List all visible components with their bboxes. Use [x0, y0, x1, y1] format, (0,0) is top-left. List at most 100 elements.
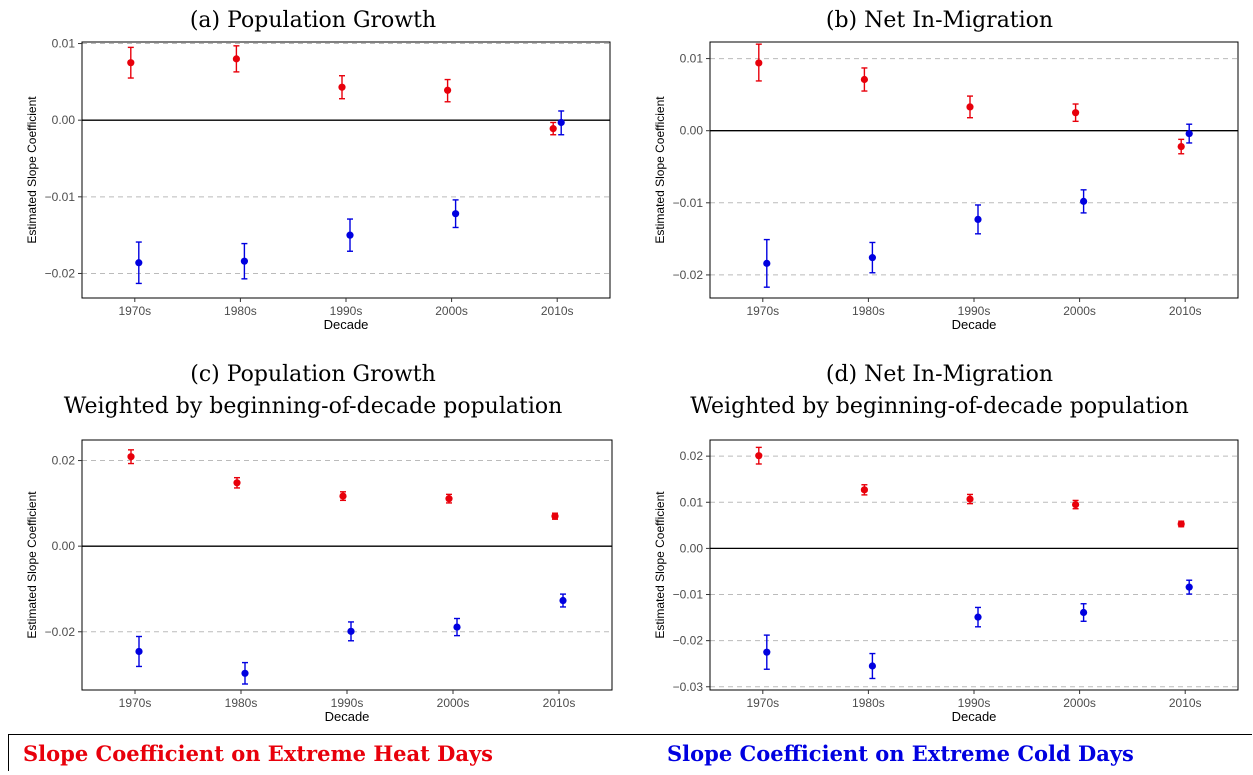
y-tick-label: −0.02	[673, 268, 704, 282]
heat-point	[232, 55, 240, 63]
legend-heat-label: Slope Coefficient on Extreme Heat Days	[23, 741, 493, 766]
x-axis-title: Decade	[325, 709, 370, 724]
cold-point	[453, 623, 461, 631]
x-tick-label: 1980s	[852, 696, 885, 710]
cold-point	[868, 662, 876, 670]
heat-point	[338, 83, 346, 91]
cold-point	[1185, 129, 1193, 138]
x-tick-label: 1980s	[225, 696, 258, 710]
y-tick-label: 0.00	[680, 124, 704, 138]
heat-point	[755, 59, 763, 67]
cold-point	[559, 596, 567, 605]
cold-point	[135, 647, 143, 656]
x-axis-title: Decade	[952, 317, 997, 332]
heat-point	[127, 453, 135, 461]
y-tick-label: 0.00	[680, 541, 704, 555]
chart-plot: 0.01 0.00 −0.01 −0.02 1970s 1980s 1990s 2000s 20…	[25, 37, 611, 332]
heat-point	[444, 86, 452, 94]
x-axis-title: Decade	[952, 709, 997, 724]
cold-point	[1185, 583, 1193, 591]
x-tick-label: 1990s	[331, 696, 364, 710]
cold-point	[763, 259, 771, 267]
heat-point	[1177, 520, 1185, 528]
plot-frame	[81, 41, 611, 299]
cold-point	[974, 613, 982, 621]
legend-cold-label: Slope Coefficient on Extreme Cold Days	[667, 741, 1134, 766]
y-tick-label: 0.01	[52, 37, 76, 51]
x-tick-label: 1970s	[119, 696, 152, 710]
heat-point	[127, 59, 135, 67]
y-tick-label: 0.02	[52, 454, 76, 468]
x-axis-title: Decade	[324, 317, 369, 332]
y-tick-label: −0.02	[45, 625, 76, 639]
chart-subtitle: Weighted by beginning-of-decade populati…	[63, 394, 563, 419]
y-tick-label: 0.02	[680, 449, 704, 463]
legend: Slope Coefficient on Extreme Heat Days S…	[8, 734, 1252, 771]
chart-title: (b) Net In-Migration	[825, 8, 1054, 33]
heat-point	[860, 486, 868, 494]
plot-frame	[709, 41, 1239, 299]
heat-point	[233, 479, 241, 487]
x-tick-label: 2000s	[1063, 696, 1096, 710]
chart-plot: 0.02 0.00 −0.02 1970s 1980s 1990s 2000s 2010s De…	[25, 439, 613, 724]
heat-point	[1072, 109, 1080, 117]
x-tick-label: 2010s	[543, 696, 576, 710]
y-tick-label: 0.00	[52, 113, 76, 127]
y-axis-title: Estimated Slope Coefficient	[25, 491, 39, 639]
chart-title: (d) Net In-Migration	[825, 362, 1054, 387]
cold-point	[240, 257, 248, 265]
y-tick-label: −0.01	[45, 190, 76, 204]
chart-panel-c: (c) Population Growth Weighted by beginn…	[0, 358, 626, 730]
chart-title: (c) Population Growth	[190, 362, 436, 387]
heat-point	[1072, 500, 1080, 509]
heat-point	[445, 495, 453, 503]
chart-plot: 0.01 0.00 −0.01 −0.02 1970s 1980s 1990s 2000s 20…	[653, 41, 1239, 332]
cold-point	[557, 118, 565, 127]
y-tick-label: −0.01	[673, 196, 704, 210]
plot-frame	[709, 439, 1239, 691]
y-tick-label: 0.01	[680, 52, 704, 66]
y-tick-label: 0.00	[52, 539, 76, 553]
x-tick-label: 1970s	[118, 304, 151, 318]
x-tick-label: 1970s	[746, 696, 779, 710]
cold-point	[1080, 197, 1088, 205]
x-tick-label: 2000s	[437, 696, 470, 710]
y-axis-title: Estimated Slope Coefficient	[653, 491, 667, 639]
y-axis-title: Estimated Slope Coefficient	[653, 96, 667, 244]
x-tick-label: 2010s	[541, 304, 574, 318]
x-tick-label: 2000s	[1063, 304, 1096, 318]
cold-point	[763, 648, 771, 656]
chart-plot: 0.02 0.01 0.00 −0.01 −0.02 −0.03 1970s 1980s 199…	[653, 439, 1239, 724]
y-tick-label: 0.01	[680, 495, 704, 509]
heat-point	[551, 512, 559, 520]
x-tick-label: 2010s	[1169, 304, 1202, 318]
heat-point	[1177, 142, 1185, 151]
x-tick-label: 1990s	[958, 696, 991, 710]
heat-point	[549, 125, 557, 133]
x-tick-label: 2000s	[435, 304, 468, 318]
chart-subtitle: Weighted by beginning-of-decade populati…	[690, 394, 1189, 419]
cold-point	[868, 254, 876, 262]
y-tick-label: −0.02	[45, 266, 76, 280]
x-tick-label: 1990s	[330, 304, 363, 318]
y-tick-label: −0.03	[673, 680, 704, 694]
heat-point	[755, 452, 763, 460]
x-tick-label: 1980s	[852, 304, 885, 318]
chart-panel-d: (d) Net In-Migration Weighted by beginni…	[626, 358, 1253, 730]
chart-panel-b: (b) Net In-Migration 0.01 0.00 −0.01 −0.02 1…	[626, 0, 1253, 340]
x-tick-label: 2010s	[1169, 696, 1202, 710]
plot-frame	[81, 439, 613, 691]
chart-title: (a) Population Growth	[189, 8, 437, 33]
cold-point	[1080, 608, 1088, 617]
chart-panel-a: (a) Population Growth 0.01 0.00 −0.01 −0.02…	[0, 0, 626, 340]
y-tick-label: −0.01	[673, 588, 704, 602]
heat-point	[966, 495, 974, 503]
cold-point	[452, 210, 460, 218]
cold-point	[346, 231, 354, 239]
y-axis-title: Estimated Slope Coefficient	[25, 96, 39, 244]
cold-point	[974, 215, 982, 223]
cold-point	[135, 259, 143, 267]
x-tick-label: 1970s	[746, 304, 779, 318]
y-tick-label: −0.02	[673, 634, 704, 648]
cold-point	[347, 627, 355, 635]
